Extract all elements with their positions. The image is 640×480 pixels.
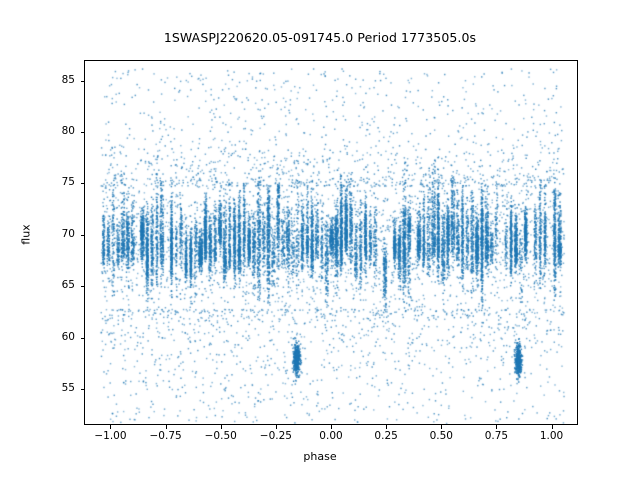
y-tick-label: 85 <box>61 73 75 86</box>
scatter-plot-canvas <box>85 61 577 424</box>
x-tick-label: −0.75 <box>149 430 182 442</box>
y-tick-label: 70 <box>61 227 75 240</box>
x-tick-mark <box>441 425 443 429</box>
y-tick-label: 60 <box>61 330 75 343</box>
x-tick-label: 0.25 <box>374 430 398 442</box>
x-tick-label: −0.50 <box>204 430 237 442</box>
y-tick-label: 75 <box>61 176 75 189</box>
x-tick-mark <box>275 425 277 429</box>
y-tick-mark <box>80 80 84 82</box>
y-tick-mark <box>80 286 84 288</box>
y-tick-label: 80 <box>61 124 75 137</box>
x-tick-mark <box>386 425 388 429</box>
plot-area <box>84 60 578 425</box>
x-tick-label: 0.50 <box>429 430 453 442</box>
y-tick-mark <box>80 389 84 390</box>
x-tick-label: 1.00 <box>539 430 564 442</box>
y-tick-mark <box>80 234 84 236</box>
x-tick-mark <box>220 425 222 429</box>
y-tick-label: 65 <box>61 279 75 292</box>
x-tick-mark <box>496 425 498 429</box>
page-title: 1SWASPJ220620.05-091745.0 Period 1773505… <box>163 30 477 45</box>
y-tick-mark <box>80 337 84 339</box>
x-axis-label: phase <box>303 450 337 463</box>
x-tick-label: −0.25 <box>259 430 292 442</box>
x-tick-mark <box>165 425 167 429</box>
x-tick-mark <box>551 425 553 429</box>
y-tick-mark <box>80 131 84 133</box>
x-tick-label: −1.00 <box>94 430 127 442</box>
y-tick-mark <box>80 183 84 185</box>
x-tick-mark <box>331 425 332 429</box>
x-tick-label: 0.75 <box>484 430 509 442</box>
x-tick-mark <box>110 425 112 429</box>
y-axis-label: flux <box>19 224 33 245</box>
x-tick-label: 0.00 <box>319 430 343 442</box>
y-tick-label: 55 <box>61 382 75 394</box>
